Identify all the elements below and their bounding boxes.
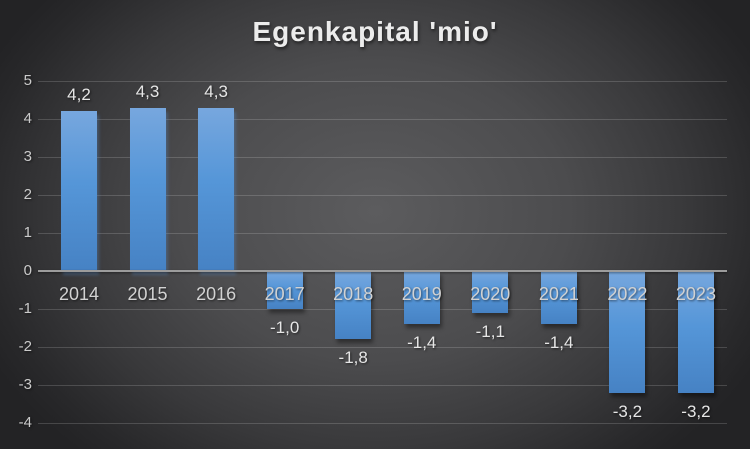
value-label-2017: -1,0	[269, 318, 300, 337]
x-axis-label-2017: 2017	[264, 284, 305, 304]
x-axis-label-2022: 2022	[607, 284, 648, 304]
y-axis-label--4: -4	[18, 414, 32, 431]
x-axis-label-2019: 2019	[401, 284, 442, 304]
bar-2017	[266, 271, 303, 309]
bar-2016	[198, 107, 235, 271]
value-label-2015: 4,3	[135, 81, 160, 101]
gridline-4	[38, 119, 727, 120]
gridline-3	[38, 157, 727, 158]
value-label-2020: -1,1	[475, 321, 505, 341]
x-axis-label-2014: 2014	[58, 284, 100, 304]
gridline-1	[38, 233, 727, 234]
bar-2019	[403, 271, 440, 325]
x-axis-label-2021: 2021	[538, 284, 579, 304]
value-label-2022: -3,2	[612, 401, 643, 421]
bar-2020	[472, 271, 509, 313]
x-axis-label-2015: 2015	[127, 284, 168, 304]
gridline--3	[38, 385, 727, 386]
bar-2021	[540, 271, 577, 325]
value-label-2019: -1,4	[407, 333, 437, 353]
gridline-5	[38, 81, 727, 82]
y-axis-label-4: 4	[23, 110, 32, 127]
bar-2022	[609, 271, 646, 393]
zero-axis-line	[38, 270, 727, 272]
chart-title: Egenkapital 'mio'	[252, 16, 498, 47]
bar-2023	[677, 271, 714, 393]
y-axis-label--1: -1	[18, 300, 32, 317]
gridline--1	[38, 309, 727, 310]
x-axis-label-2020: 2020	[470, 284, 511, 304]
value-label-2016: 4,3	[204, 81, 228, 101]
value-label-2018: -1,8	[338, 348, 368, 368]
y-axis-label-2: 2	[23, 186, 32, 203]
x-axis-label-2023: 2023	[675, 284, 716, 304]
gridline-2	[38, 195, 727, 196]
y-axis-label-3: 3	[23, 148, 32, 165]
gridline--4	[38, 423, 727, 424]
value-label-2023: -3,2	[681, 401, 711, 421]
value-label-2021: -1,4	[544, 333, 574, 353]
bar-2015	[129, 107, 166, 271]
bar-2014	[61, 111, 97, 271]
y-axis-label-5: 5	[23, 72, 32, 89]
x-axis-label-2016: 2016	[196, 284, 237, 304]
y-axis-label-1: 1	[23, 224, 32, 241]
y-axis-label--3: -3	[18, 376, 32, 393]
bar-2018	[335, 271, 372, 340]
gridline--2	[38, 347, 727, 348]
x-axis-label-2018: 2018	[333, 284, 374, 304]
y-axis-label-0: 0	[23, 262, 32, 279]
value-label-2014: 4,2	[67, 85, 91, 105]
y-axis-label--2: -2	[18, 338, 32, 355]
